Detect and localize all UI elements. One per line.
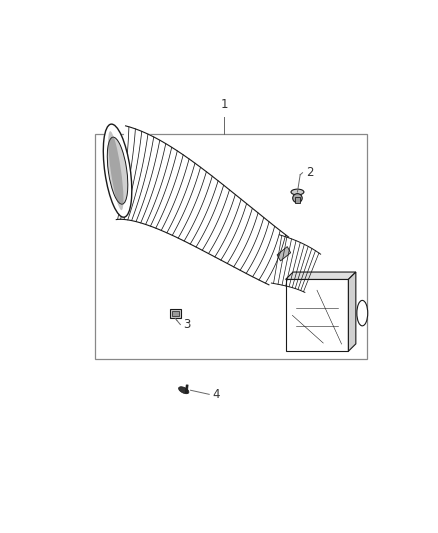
Ellipse shape xyxy=(291,189,304,195)
Polygon shape xyxy=(286,272,356,279)
Text: 1: 1 xyxy=(221,98,228,111)
Ellipse shape xyxy=(103,124,132,217)
Polygon shape xyxy=(272,235,321,293)
Ellipse shape xyxy=(108,131,124,210)
Polygon shape xyxy=(348,272,356,351)
Polygon shape xyxy=(286,279,348,351)
Bar xyxy=(295,197,300,204)
Polygon shape xyxy=(117,126,289,285)
Ellipse shape xyxy=(293,193,302,203)
Text: 3: 3 xyxy=(183,318,190,331)
Bar xyxy=(95,134,367,359)
Bar xyxy=(172,311,179,317)
Text: 4: 4 xyxy=(212,388,220,401)
Polygon shape xyxy=(277,247,291,261)
Text: 2: 2 xyxy=(306,166,314,179)
Polygon shape xyxy=(185,385,188,393)
Ellipse shape xyxy=(107,137,128,204)
Bar xyxy=(170,309,181,318)
Ellipse shape xyxy=(357,301,368,326)
Ellipse shape xyxy=(179,387,189,394)
